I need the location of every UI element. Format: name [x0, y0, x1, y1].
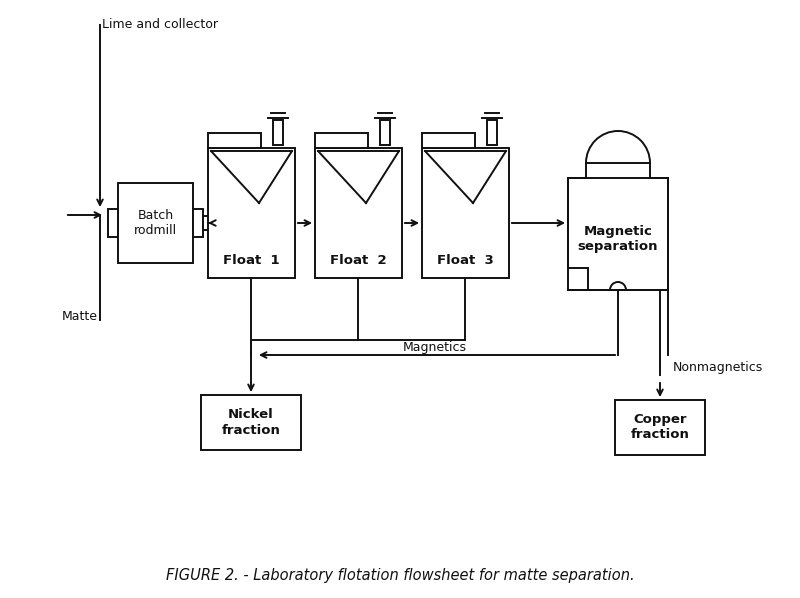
- Text: Float  2: Float 2: [330, 254, 387, 267]
- Text: Lime and collector: Lime and collector: [102, 18, 218, 31]
- Bar: [118, 183, 193, 263]
- Text: Nonmagnetics: Nonmagnetics: [673, 362, 763, 374]
- Bar: [193, 209, 203, 237]
- Text: FIGURE 2. - Laboratory flotation flowsheet for matte separation.: FIGURE 2. - Laboratory flotation flowshe…: [166, 568, 634, 583]
- Bar: [315, 148, 402, 278]
- Text: Matte: Matte: [62, 310, 98, 323]
- Bar: [422, 133, 475, 148]
- Bar: [568, 178, 668, 290]
- Bar: [380, 120, 390, 145]
- Bar: [487, 120, 497, 145]
- Text: Float  3: Float 3: [437, 254, 494, 267]
- Text: Batch
rodmill: Batch rodmill: [134, 209, 177, 237]
- Bar: [615, 400, 705, 455]
- Bar: [108, 209, 118, 237]
- Text: Magnetics: Magnetics: [402, 340, 466, 353]
- Bar: [203, 216, 211, 230]
- Text: Magnetic
separation: Magnetic separation: [578, 225, 658, 253]
- Bar: [273, 120, 283, 145]
- Bar: [422, 148, 509, 278]
- Text: Float  1: Float 1: [223, 254, 280, 267]
- Text: Copper
fraction: Copper fraction: [630, 413, 690, 441]
- Bar: [208, 148, 295, 278]
- Bar: [201, 395, 301, 450]
- Bar: [208, 133, 261, 148]
- Text: Nickel
fraction: Nickel fraction: [222, 408, 281, 437]
- Bar: [315, 133, 368, 148]
